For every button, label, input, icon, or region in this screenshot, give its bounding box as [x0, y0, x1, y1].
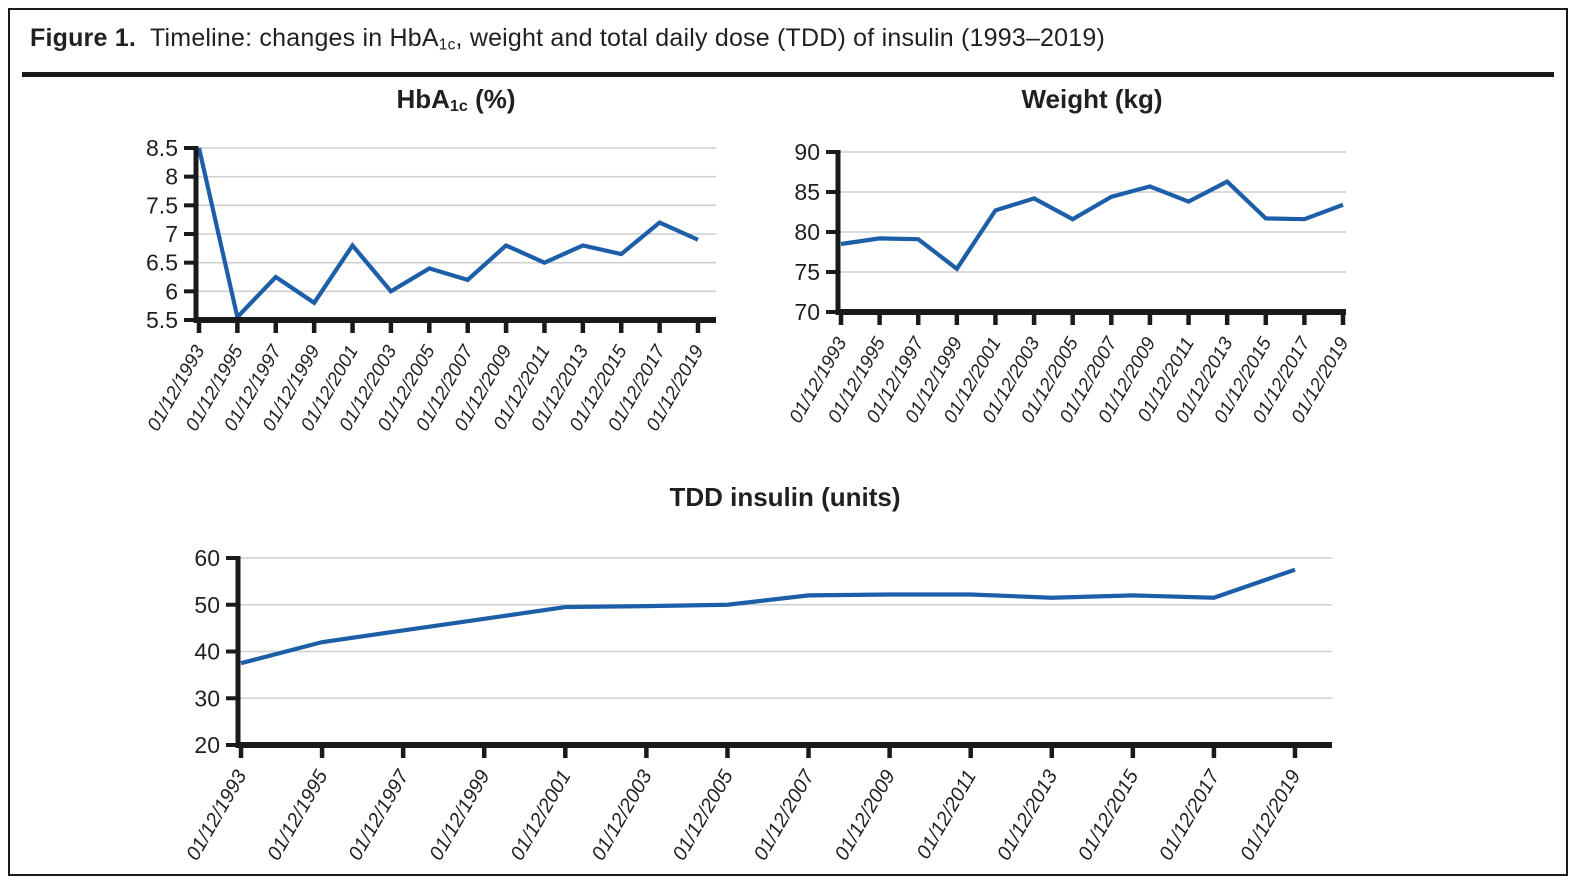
x-tick-label: 01/12/2007 — [750, 766, 820, 864]
x-tick-label: 01/12/1993 — [182, 767, 251, 865]
chart-1: 908580757001/12/199301/12/199501/12/1997… — [786, 139, 1354, 427]
y-tick-label: 85 — [794, 179, 820, 205]
figure-label: Figure 1. — [30, 24, 136, 52]
y-tick-label: 70 — [794, 299, 820, 325]
figure-caption: Figure 1. Timeline: changes in HbA1c, wei… — [30, 24, 1105, 54]
x-tick-label: 01/12/1999 — [425, 767, 494, 865]
series-line — [840, 179, 1344, 272]
y-tick-label: 75 — [794, 259, 820, 285]
y-tick-label: 50 — [194, 592, 220, 618]
series-line — [240, 567, 1296, 666]
y-tick-label: 30 — [194, 685, 220, 711]
y-tick-label: 6.5 — [146, 250, 178, 276]
x-tick-label: 01/12/1995 — [263, 766, 333, 864]
y-tick-label: 5.5 — [146, 307, 178, 333]
chart-title-text: 1c — [449, 96, 468, 115]
y-tick-label: 6 — [165, 278, 178, 304]
x-tick-label: 01/12/2015 — [1074, 766, 1144, 864]
y-tick-label: 40 — [194, 639, 220, 665]
caption-subscript: 1c — [438, 36, 456, 54]
y-tick-label: 7 — [165, 221, 178, 247]
chart-title-text: HbA — [396, 84, 450, 114]
chart-title-hba1c: HbA1c (%) — [196, 84, 716, 116]
chart-title-text: (%) — [467, 84, 516, 114]
x-tick-label: 01/12/2017 — [1155, 766, 1225, 864]
chart-title-tdd-insulin: TDD insulin (units) — [669, 482, 901, 512]
x-tick-label: 01/12/2001 — [507, 767, 576, 865]
chart-title-weight: Weight (kg) — [1021, 84, 1163, 114]
caption-text-post: , weight and total daily dose (TDD) of i… — [455, 24, 1105, 52]
chart-2: 60 50 40 30 20 01/12/1993 01/12/1995 01/12/1997… — [182, 545, 1332, 864]
x-tick-label: 01/12/2011 — [913, 767, 981, 863]
y-tick-label: 7.5 — [146, 192, 178, 218]
y-tick-label: 90 — [794, 139, 820, 165]
y-tick-label: 80 — [794, 219, 820, 245]
x-tick-label: 01/12/1997 — [344, 766, 414, 864]
caption-divider-rule — [22, 72, 1554, 77]
y-tick-label: 20 — [194, 732, 220, 758]
caption-text-pre: Timeline: changes in HbA — [150, 24, 439, 52]
series-line — [196, 147, 699, 322]
chart-0: 8.587.576.565.501/12/199301/12/199501/12… — [144, 135, 716, 435]
y-tick-label: 8.5 — [146, 135, 178, 161]
y-tick-label: 8 — [165, 164, 178, 190]
x-tick-label: 01/12/2003 — [588, 767, 657, 865]
x-tick-label: 01/12/2013 — [993, 767, 1062, 865]
x-tick-label: 01/12/2005 — [669, 766, 739, 864]
x-tick-label: 01/12/2009 — [831, 767, 900, 865]
y-tick-label: 60 — [194, 545, 220, 571]
x-tick-label: 01/12/2019 — [1236, 767, 1305, 865]
